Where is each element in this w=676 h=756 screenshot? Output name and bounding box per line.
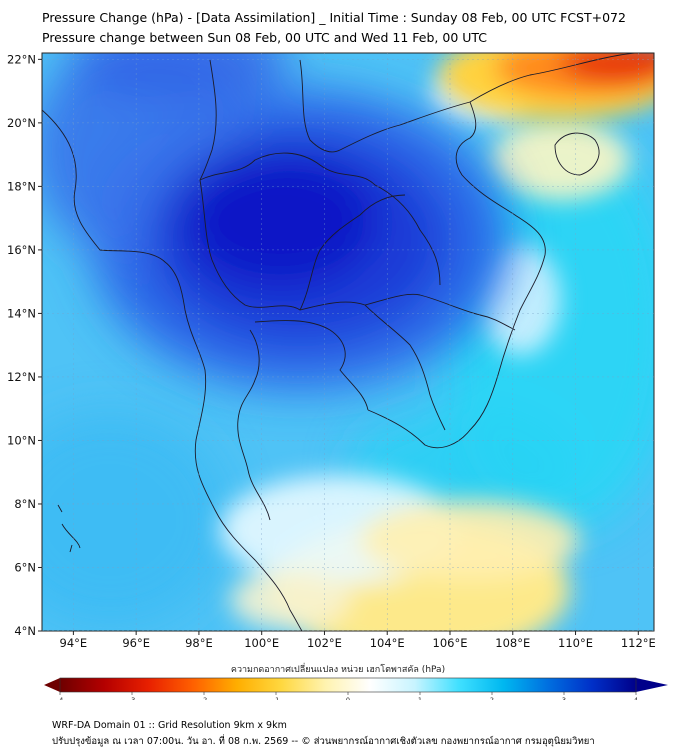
lat-tick-label: 20°N: [7, 116, 36, 130]
colorbar-max-extension: [636, 678, 668, 692]
lon-tick-label: 112°E: [621, 636, 656, 650]
lat-tick-label: 4°N: [14, 624, 36, 638]
colorbar-tick-label: 0: [346, 696, 350, 700]
chart-subtitle: Pressure change between Sun 08 Feb, 00 U…: [42, 30, 488, 45]
lat-tick-label: 6°N: [14, 560, 36, 574]
colorbar-tick-label: 4: [634, 696, 638, 700]
colorbar-label: ความกดอากาศเปลี่ยนแปลง หน่วย เฮกโตพาสคัล…: [230, 665, 446, 675]
lon-tick-label: 96°E: [122, 636, 150, 650]
lat-tick-label: 22°N: [7, 52, 36, 66]
lon-tick-label: 94°E: [60, 636, 88, 650]
lon-tick-label: 110°E: [558, 636, 593, 650]
lat-tick-label: 18°N: [7, 179, 36, 193]
coastlines: [42, 53, 654, 631]
lon-tick-label: 106°E: [433, 636, 468, 650]
pressure-change-map: 22°N 20°N 18°N 16°N 14°N 12°N 10°N 8°N 6°N 4°N 94°…: [7, 52, 668, 700]
model-info: WRF-DA Domain 01 :: Grid Resolution 9km …: [52, 720, 287, 731]
lat-tick-label: 14°N: [7, 306, 36, 320]
colorbar-tick-label: -2: [201, 696, 207, 700]
colorbar-tick-label: 3: [562, 696, 566, 700]
lat-tick-label: 8°N: [14, 497, 36, 511]
lon-tick-label: 100°E: [244, 636, 279, 650]
lon-tick-label: 98°E: [185, 636, 213, 650]
update-info: ปรับปรุงข้อมูล ณ เวลา 07:00น. วัน อา. ที…: [52, 736, 595, 747]
colorbar-tick-label: -3: [129, 696, 135, 700]
lat-tick-label: 10°N: [7, 433, 36, 447]
pressure-field: [42, 53, 654, 631]
colorbar-tick-label: -1: [273, 696, 279, 700]
colorbar: -4 -3 -2 -1 0 1 2 3 4: [44, 677, 668, 700]
colorbar-tick-label: 2: [490, 696, 494, 700]
graticule: [42, 53, 654, 631]
colorbar-min-extension: [44, 678, 60, 692]
lat-tick-label: 12°N: [7, 370, 36, 384]
colorbar-tick-label: 1: [418, 696, 422, 700]
colorbar-tick-label: -4: [57, 696, 63, 700]
lon-tick-label: 108°E: [495, 636, 530, 650]
colorbar-bar: [60, 678, 636, 692]
axis-ticks: 22°N 20°N 18°N 16°N 14°N 12°N 10°N 8°N 6°N 4°N 94°…: [7, 52, 656, 650]
lon-tick-label: 102°E: [307, 636, 342, 650]
lat-tick-label: 16°N: [7, 243, 36, 257]
chart-title: Pressure Change (hPa) - [Data Assimilati…: [42, 10, 626, 25]
lon-tick-label: 104°E: [370, 636, 405, 650]
